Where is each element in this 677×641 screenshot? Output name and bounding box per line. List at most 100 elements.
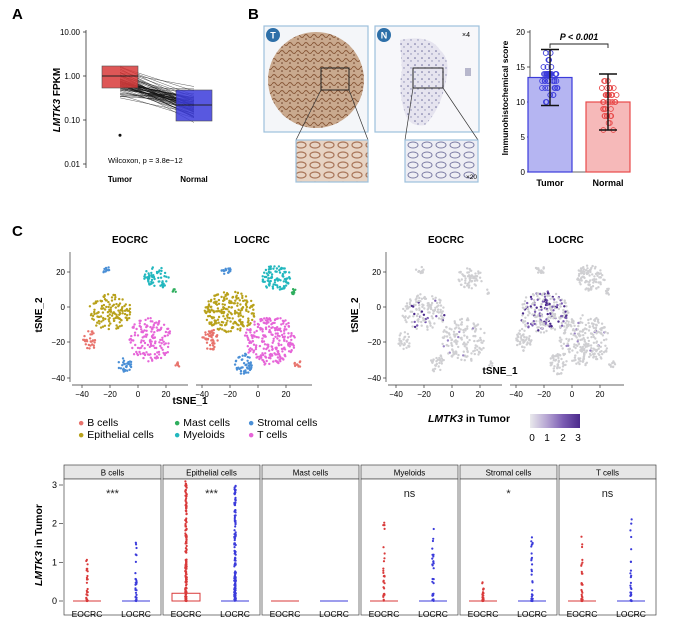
- tsne-cell-point: [441, 336, 445, 339]
- tsne-cell-point: [290, 350, 293, 353]
- tsne-cell-point: [138, 324, 141, 328]
- tsne-cell-point: [128, 338, 131, 341]
- tsne-cell-point: [263, 317, 266, 320]
- expression-point: [184, 498, 187, 501]
- tsne-cell-point: [478, 276, 482, 279]
- tsne-cell-point: [595, 324, 598, 327]
- expression-point: [630, 574, 633, 577]
- tsne-cell-point: [441, 320, 444, 323]
- tsne-cell-point: [233, 309, 237, 313]
- tsne-cell-point: [275, 347, 278, 350]
- tsne-cell-point: [273, 318, 277, 322]
- tsne-cell-point: [448, 333, 451, 336]
- tsne-cell-point: [474, 346, 477, 350]
- tsne-cell-point: [157, 350, 161, 354]
- tsne-cell-point: [451, 344, 454, 348]
- tsne-cell-point: [460, 278, 463, 281]
- expression-point: [530, 536, 534, 539]
- tsne-cell-point: [278, 339, 281, 342]
- panel-b-ytick: 10: [516, 98, 525, 107]
- tsne-cell-point: [474, 334, 477, 338]
- tsne-cell-point: [572, 333, 575, 337]
- expression-point: [234, 531, 237, 534]
- legend-item-myeloids: ● Myeloids: [174, 429, 225, 441]
- tsne-cell-point: [596, 274, 599, 277]
- ihc-point: [601, 113, 608, 119]
- facet-panel: [459, 478, 558, 616]
- tsne-cell-point: [473, 339, 476, 343]
- tsne-cell-point: [603, 326, 606, 329]
- tsne-cell-point: [547, 318, 550, 322]
- tsne-cell-point: [261, 358, 264, 362]
- group-label: EOCRC: [171, 609, 202, 619]
- tsne-cell-point: [282, 322, 285, 325]
- tsne-cell-point: [432, 310, 436, 313]
- tsne-cell-point: [149, 325, 152, 329]
- expression-point: [86, 587, 89, 591]
- tsne-cell-point: [428, 311, 431, 314]
- tsne-cell-point: [540, 302, 543, 306]
- tsne-cell-point: [455, 323, 458, 326]
- expression-point: [581, 591, 584, 594]
- tsne-cell-point: [579, 320, 582, 324]
- tsne-cell-point: [435, 301, 439, 305]
- tsne-cell-point: [270, 345, 274, 349]
- tsne-cell-point: [579, 317, 582, 320]
- tsne-cell-point: [521, 345, 524, 348]
- tsne-cell-point: [539, 305, 543, 308]
- expression-point: [185, 493, 188, 496]
- tsne-cell-point: [599, 276, 602, 279]
- tsne-cell-point: [272, 267, 275, 270]
- tsne-cell-point: [460, 323, 463, 326]
- tsne-cell-point: [600, 322, 604, 325]
- expression-point: [233, 501, 236, 504]
- tsne-cell-point: [159, 356, 163, 360]
- facet-title: Stromal cells: [486, 469, 532, 478]
- tsne-cell-point: [538, 320, 541, 323]
- group-label: LOCRC: [418, 609, 448, 619]
- tsne-cell-point: [121, 309, 124, 313]
- tsne-cell-point: [535, 267, 539, 271]
- tsne-cell-point: [228, 316, 231, 320]
- tsne-cell-point: [119, 312, 122, 315]
- tsne-cell-point: [523, 340, 526, 344]
- tsne-cell-point: [600, 341, 603, 344]
- tsne-cell-point: [554, 292, 558, 296]
- tsne-cell-point: [464, 327, 467, 331]
- tsne-cell-point: [546, 324, 550, 327]
- tsne-cell-point: [125, 314, 129, 317]
- tsne-cell-point: [597, 286, 600, 289]
- tsne-cell-point: [227, 310, 231, 313]
- tsne-cell-point: [262, 360, 266, 364]
- tsne-cell-point: [151, 266, 154, 269]
- expression-point: [382, 569, 385, 572]
- tsne-cell-point: [205, 341, 209, 344]
- tsne-xtick: −40: [195, 390, 209, 399]
- tsne-cell-point: [143, 353, 147, 357]
- tsne-cell-point: [121, 312, 124, 315]
- tsne-cell-point: [280, 323, 283, 326]
- tsne-cell-point: [435, 305, 439, 308]
- tsne-cell-point: [438, 361, 441, 365]
- tsne-cell-point: [129, 360, 133, 364]
- tsne-cell-point: [548, 325, 551, 328]
- tsne-cell-point: [153, 277, 156, 281]
- tsne-cell-point: [171, 290, 174, 293]
- tsne-cell-point: [159, 272, 162, 275]
- expression-point: [184, 518, 188, 521]
- tsne-cell-point: [152, 323, 155, 327]
- tsne-cell-point: [281, 333, 284, 337]
- tsne-cell-point: [420, 310, 424, 313]
- tsne-cell-point: [129, 365, 133, 369]
- tsne-cell-point: [288, 271, 291, 274]
- tsne-cell-point: [422, 268, 425, 271]
- tsne-cell-point: [482, 346, 485, 350]
- ihc-point: [548, 64, 555, 70]
- tsne-cell-point: [117, 304, 121, 307]
- ihc-point: [539, 85, 545, 91]
- tsne-cell-point: [142, 351, 145, 355]
- tsne-cell-point: [156, 328, 160, 331]
- facet-title: B cells: [101, 469, 125, 478]
- tsne-cell-point: [110, 299, 114, 302]
- tsne-cell-point: [460, 283, 463, 286]
